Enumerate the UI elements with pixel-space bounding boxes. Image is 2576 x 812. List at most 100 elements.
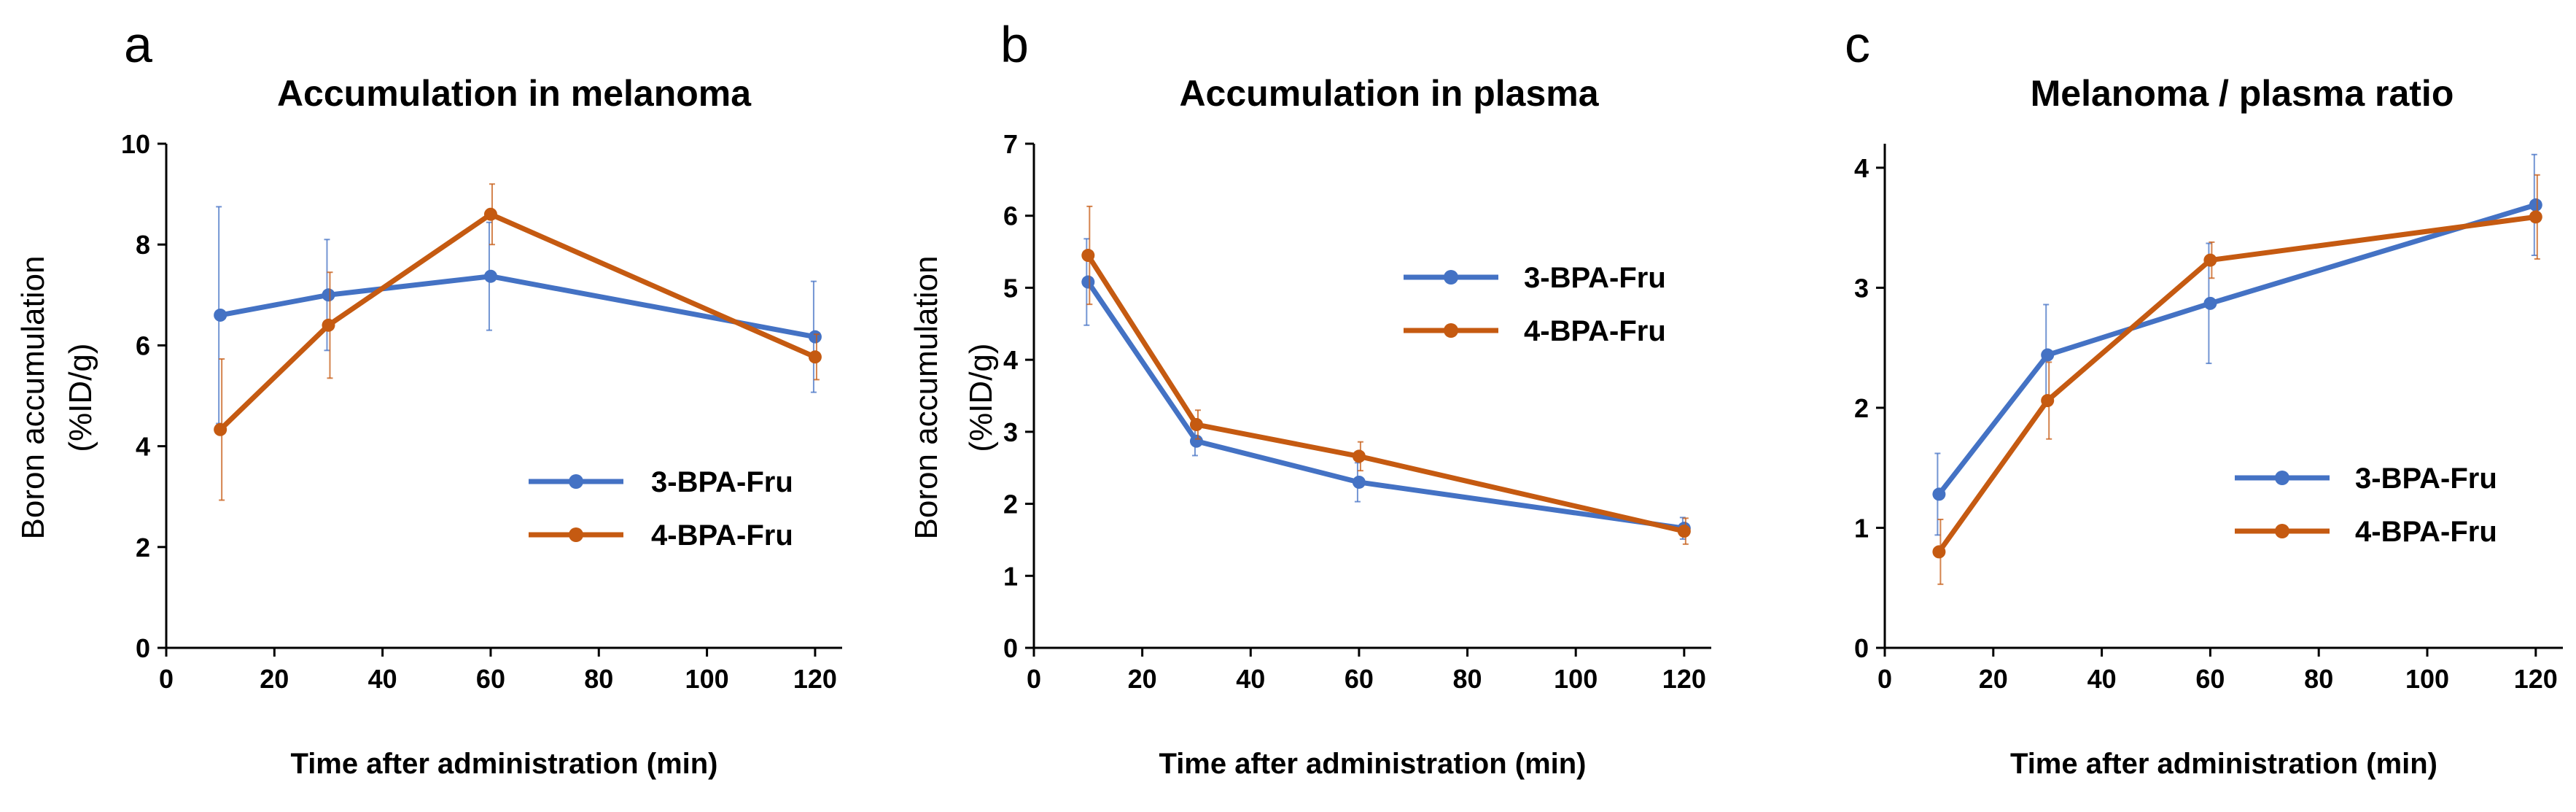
- chart-title: Melanoma / plasma ratio: [2031, 73, 2454, 114]
- y-tick-label: 6: [1003, 201, 1018, 231]
- legend-label: 3-BPA-Fru: [2355, 463, 2497, 495]
- series-line: [1086, 254, 1685, 534]
- x-tick-label: 40: [368, 664, 397, 694]
- x-tick-label: 0: [159, 664, 174, 694]
- legend-entry: 4-BPA-Fru: [2235, 516, 2497, 548]
- legend-label: 3-BPA-Fru: [651, 466, 793, 498]
- y-tick-label: 2: [1854, 393, 1869, 423]
- panel-b: b Accumulation in plasma 0 20 40 60 80 100 120 0 1…: [908, 16, 1711, 780]
- y-tick-label: 1: [1854, 513, 1869, 543]
- panel-letter: b: [1000, 16, 1029, 73]
- data-point: [2203, 253, 2217, 267]
- legend-marker: [2275, 524, 2289, 538]
- y-tick-label: 3: [1854, 273, 1869, 303]
- x-tick-label: 20: [1128, 664, 1157, 694]
- data-point: [2203, 296, 2217, 310]
- x-axis-label: Time after administration (min): [2010, 748, 2437, 780]
- x-tick-label: 80: [2304, 664, 2333, 694]
- series-3-BPA-Fru: [1081, 238, 1691, 540]
- data-point: [1352, 475, 1366, 489]
- legend-marker: [1444, 323, 1458, 338]
- data-point: [1189, 434, 1203, 448]
- data-point: [1677, 525, 1691, 538]
- series-3-BPA-Fru: [214, 206, 822, 425]
- panel-letter: a: [124, 16, 152, 73]
- x-tick-label: 0: [1877, 664, 1892, 694]
- y-axis-label-line2: (%ID/g): [963, 343, 999, 452]
- legend-entry: 3-BPA-Fru: [529, 466, 793, 498]
- data-point: [322, 318, 335, 332]
- data-point: [214, 422, 227, 436]
- y-tick-label: 4: [1003, 345, 1018, 375]
- data-point: [2041, 348, 2055, 362]
- legend-marker: [569, 474, 583, 489]
- series-line: [218, 212, 817, 432]
- series-line: [1086, 280, 1685, 531]
- x-tick-label: 100: [2405, 664, 2449, 694]
- x-tick-label: 20: [260, 664, 289, 694]
- legend-entry: 4-BPA-Fru: [529, 519, 793, 552]
- series-line: [1937, 202, 2537, 496]
- series-line: [219, 274, 816, 340]
- y-tick-label: 0: [1854, 633, 1869, 663]
- y-tick-label: 2: [136, 533, 150, 562]
- x-tick-label: 40: [1236, 664, 1265, 694]
- data-point: [483, 207, 497, 221]
- legend-entry: 4-BPA-Fru: [1404, 315, 1666, 347]
- chart-title: Accumulation in melanoma: [277, 73, 752, 114]
- legend-entry: 3-BPA-Fru: [2235, 463, 2497, 495]
- data-point: [483, 269, 497, 283]
- y-axis-label-line1: Boron accumulation: [908, 256, 944, 540]
- x-tick-label: 100: [1554, 664, 1598, 694]
- x-tick-label: 80: [1453, 664, 1482, 694]
- data-point: [2529, 198, 2542, 212]
- x-tick-label: 120: [1662, 664, 1706, 694]
- y-tick-label: 1: [1003, 561, 1018, 591]
- data-point: [1081, 275, 1095, 289]
- x-tick-label: 60: [1345, 664, 1374, 694]
- panel-c: c Melanoma / plasma ratio 0 20 40 60 80 100 120 0…: [1845, 16, 2563, 780]
- data-point: [1081, 249, 1095, 263]
- y-tick-label: 3: [1003, 417, 1018, 447]
- x-tick-label: 120: [2514, 664, 2558, 694]
- data-point: [808, 330, 822, 344]
- legend-entry: 3-BPA-Fru: [1404, 262, 1666, 294]
- y-tick-label: 10: [121, 129, 150, 159]
- x-axis-label: Time after administration (min): [290, 748, 717, 780]
- data-point: [214, 308, 227, 322]
- data-point: [2529, 210, 2542, 224]
- y-tick-label: 4: [1854, 153, 1869, 183]
- y-tick-label: 8: [136, 230, 150, 260]
- y-tick-label: 5: [1003, 273, 1018, 303]
- series-4-BPA-Fru: [214, 183, 822, 501]
- y-tick-label: 4: [136, 432, 150, 462]
- legend-label: 4-BPA-Fru: [2355, 516, 2497, 548]
- y-tick-label: 0: [1003, 633, 1018, 663]
- y-tick-label: 0: [136, 633, 150, 663]
- data-point: [322, 288, 335, 302]
- x-tick-label: 40: [2087, 664, 2117, 694]
- data-point: [2041, 394, 2055, 408]
- series-line: [1937, 214, 2537, 554]
- data-point: [1189, 417, 1203, 431]
- legend-label: 4-BPA-Fru: [651, 519, 793, 552]
- legend-marker: [1444, 270, 1458, 285]
- series-4-BPA-Fru: [1081, 205, 1691, 545]
- legend-marker: [569, 527, 583, 542]
- y-tick-label: 7: [1003, 129, 1018, 159]
- data-point: [808, 350, 822, 364]
- y-tick-label: 6: [136, 330, 150, 360]
- x-tick-label: 120: [793, 664, 837, 694]
- x-tick-label: 60: [476, 664, 505, 694]
- x-tick-label: 80: [584, 664, 613, 694]
- x-tick-label: 0: [1027, 664, 1041, 694]
- y-axis-label-line2: (%ID/g): [63, 343, 98, 452]
- legend-marker: [2275, 471, 2289, 485]
- chart-title: Accumulation in plasma: [1179, 73, 1599, 114]
- data-point: [1932, 545, 1946, 559]
- x-tick-label: 100: [685, 664, 729, 694]
- panel-letter: c: [1845, 16, 1870, 73]
- x-axis-label: Time after administration (min): [1159, 748, 1586, 780]
